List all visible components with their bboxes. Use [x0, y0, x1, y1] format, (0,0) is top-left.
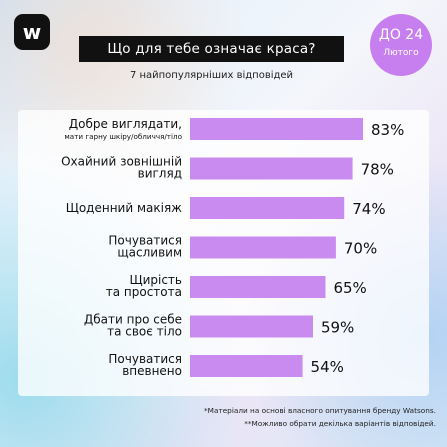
bar-3: [190, 236, 336, 259]
category-label-3-line-1: щасливим: [117, 246, 182, 260]
footnote-2: **Можливо обрати декілька варіантів відп…: [244, 419, 436, 428]
page-title: Що для тебе означає краса?: [79, 36, 344, 62]
bar-4: [190, 276, 326, 298]
category-label-5-line-0: Дбати про себе: [84, 313, 182, 327]
bar-5: [190, 315, 313, 338]
category-label-0-line-1: мати гарну шкіру/обличчя/тіло: [64, 132, 182, 141]
bar-value-label-6: 54%: [311, 358, 344, 376]
category-label-1-line-1: вигляд: [138, 167, 182, 181]
date-badge-line2: Лютого: [383, 48, 419, 58]
bar-value-label-4: 65%: [333, 279, 366, 297]
footnote-1: *Матеріали на основі власного опитування…: [204, 406, 436, 415]
date-badge: ДО 24 Лютого: [370, 14, 432, 76]
category-label-4-line-1: та простота: [106, 285, 182, 299]
category-label-1-line-0: Охайний зовнішній: [61, 155, 182, 169]
bar-value-label-1: 78%: [361, 161, 394, 179]
category-label-5-line-1: та своє тіло: [107, 325, 182, 339]
bar-1: [190, 157, 353, 180]
category-label-6-line-0: Почуватися: [108, 352, 182, 366]
bar-value-label-0: 83%: [371, 121, 404, 139]
page-subtitle: 7 найпопулярніших відповідей: [129, 70, 294, 81]
watsons-logo: w: [14, 14, 50, 50]
bar-2: [190, 197, 345, 219]
category-label-3-line-0: Почуватися: [108, 234, 182, 248]
bar-value-label-2: 74%: [352, 200, 385, 218]
category-label-4-line-0: Щирість: [129, 273, 182, 287]
bar-value-label-5: 59%: [321, 319, 354, 337]
category-label-2-line-0: Щоденний макіяж: [66, 201, 182, 215]
date-badge-line1: ДО 24: [378, 27, 424, 43]
category-label-6-line-1: впевнено: [122, 364, 182, 378]
bar-6: [190, 355, 303, 377]
bar-value-label-3: 70%: [344, 240, 377, 258]
category-label-0-line-0: Добре виглядати,: [69, 117, 182, 131]
bar-0: [190, 118, 363, 140]
